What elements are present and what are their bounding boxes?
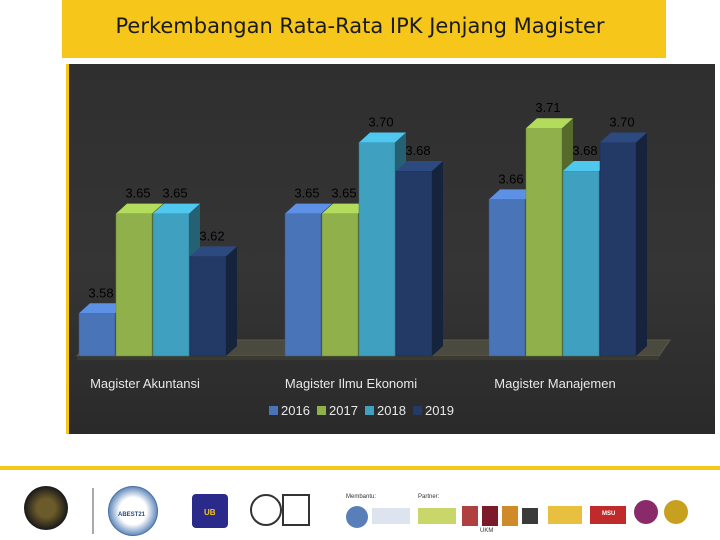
bar-top [153, 203, 200, 214]
legend-label-2019: 2019 [425, 403, 454, 418]
abest21-logo-icon [108, 486, 158, 536]
bar-top [322, 203, 369, 214]
bar-top [190, 246, 237, 257]
bar-2019-0 [189, 246, 237, 357]
msu-logo-text: MSU [602, 511, 616, 517]
ukm-logo-text: UKM [480, 528, 494, 534]
bar-front [189, 256, 227, 357]
bar-front [115, 213, 153, 357]
ukm-logo-icon [482, 506, 498, 526]
bar-chart: 3.58 3.65 3.65 3.62 Magister Akuntansi 3.65 3.… [76, 100, 671, 418]
bar-front [488, 199, 526, 357]
bar-front [284, 213, 322, 357]
msu-logo-icon [590, 506, 626, 524]
data-label-2019-2: 3.70 [609, 114, 634, 129]
bar-2019-1 [395, 160, 443, 357]
divider-line [92, 488, 94, 534]
bar-2019-2 [599, 132, 647, 357]
abest21-logo-text: ABEST21 [118, 512, 146, 518]
certification-logo-icon [250, 494, 282, 526]
footer-divider [0, 466, 720, 470]
data-label-2017-2: 3.71 [535, 100, 560, 115]
slide-title: Perkembangan Rata-Rata IPK Jenjang Magis… [115, 14, 605, 38]
bar-front [321, 213, 359, 357]
category-label: Magister Akuntansi [90, 376, 200, 391]
partner-logo-6-icon [664, 500, 688, 524]
bar-top [563, 160, 610, 171]
chart-panel: 3.58 3.65 3.65 3.62 Magister Akuntansi 3.65 3.… [66, 64, 715, 434]
ub-logo-icon [192, 494, 228, 528]
legend-swatch-2016 [269, 406, 278, 415]
data-label-2016-2: 3.66 [498, 171, 523, 186]
data-label-2016-1: 3.65 [294, 186, 319, 201]
legend-swatch-2017 [317, 406, 326, 415]
quality-logo-icon [282, 494, 310, 526]
title-banner [62, 0, 666, 58]
footer-logos: ABEST21 UB Membantu: Partner: UKM MSU [0, 470, 720, 540]
bar-front [395, 170, 433, 357]
bar-side [636, 132, 647, 356]
bar-front [599, 142, 637, 357]
chart-floor-edge [77, 356, 659, 360]
data-label-2018-1: 3.70 [368, 114, 393, 129]
accreditation-label: Membantu: [346, 494, 377, 500]
partner-logo-1-icon [418, 508, 456, 524]
bar-front [525, 127, 563, 357]
legend-swatch-2018 [365, 406, 374, 415]
partner-logo-2-icon [462, 506, 478, 526]
bar-top [600, 132, 647, 143]
partner-logo-4-icon [522, 508, 538, 524]
bar-top [285, 203, 332, 214]
category-label: Magister Ilmu Ekonomi [285, 376, 417, 391]
bar-side [226, 246, 237, 356]
data-label-2018-0: 3.65 [162, 186, 187, 201]
aacsb-logo-icon [372, 508, 410, 524]
bar-front [358, 142, 396, 357]
university-seal-icon [24, 486, 68, 530]
legend-label-2016: 2016 [281, 403, 310, 418]
abest-small-logo-icon [346, 506, 368, 528]
data-label-2019-0: 3.62 [199, 228, 224, 243]
bar-front [78, 313, 116, 357]
bar-front [562, 170, 600, 357]
legend-label-2018: 2018 [377, 403, 406, 418]
partner-logo-3-icon [502, 506, 518, 526]
partner-logo-5-icon [634, 500, 658, 524]
category-label: Magister Manajemen [494, 376, 615, 391]
bar-top [116, 203, 163, 214]
magister-logo-icon [548, 506, 582, 524]
bar-top [79, 303, 126, 314]
bar-side [432, 160, 443, 356]
partner-label: Partner: [418, 494, 440, 500]
data-label-2018-2: 3.68 [572, 143, 597, 158]
data-label-2017-1: 3.65 [331, 186, 356, 201]
bar-top [396, 160, 443, 171]
bar-top [526, 118, 573, 129]
bar-top [489, 189, 536, 200]
legend-swatch-2019 [413, 406, 422, 415]
legend-label-2017: 2017 [329, 403, 358, 418]
bar-front [152, 213, 190, 357]
data-label-2016-0: 3.58 [88, 285, 113, 300]
data-label-2019-1: 3.68 [405, 143, 430, 158]
bar-top [359, 132, 406, 143]
ub-logo-text: UB [204, 508, 216, 517]
data-label-2017-0: 3.65 [125, 186, 150, 201]
